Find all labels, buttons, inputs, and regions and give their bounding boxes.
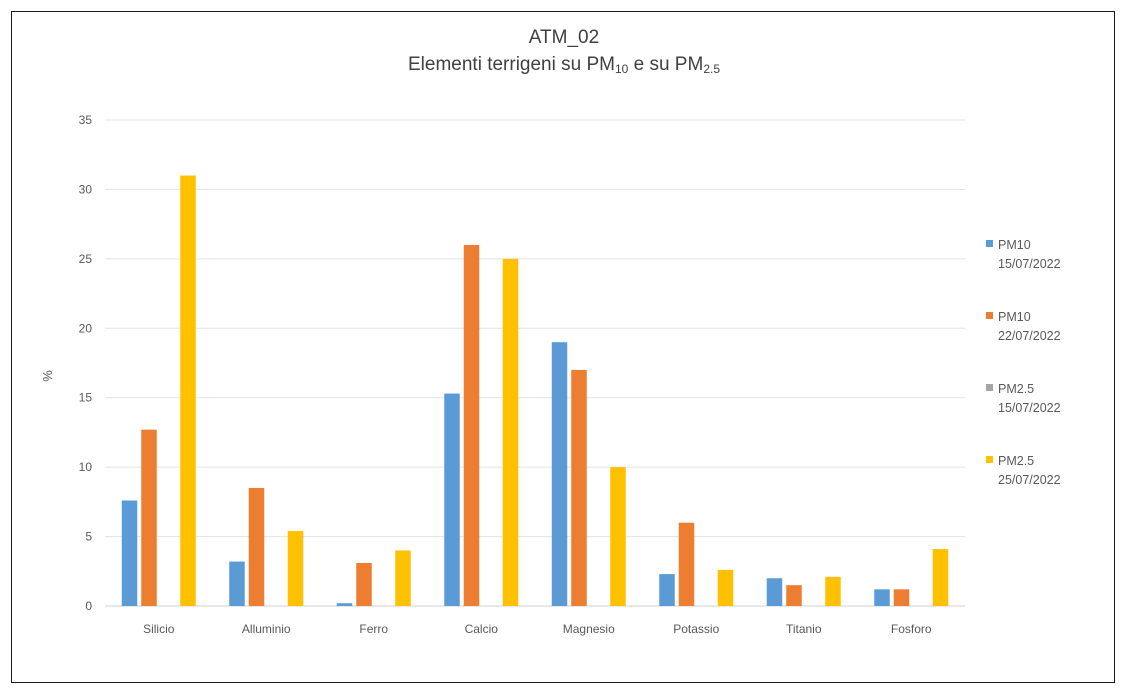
legend-item: PM10 15/07/2022: [986, 236, 1116, 308]
x-tick-label: Alluminio: [242, 622, 291, 636]
legend-item: PM2.5 15/07/2022: [986, 380, 1116, 452]
legend-swatch: [986, 384, 993, 391]
bar-calcio-series-1: [463, 244, 480, 606]
grid-lines: [105, 119, 965, 607]
x-tick-label: Silicio: [143, 622, 175, 636]
bar-ferro-series-0: [336, 603, 353, 606]
bars: [121, 175, 949, 607]
subtitle-middle: e su PM: [628, 54, 704, 75]
bar-alluminio-series-3: [287, 531, 304, 606]
y-tick-label: 35: [79, 113, 93, 127]
chart-title-block: ATM_02 Elementi terrigeni su PM10 e su P…: [0, 24, 1128, 78]
bar-magnesio-series-3: [610, 467, 626, 606]
legend-label: PM2.5 15/07/2022: [998, 382, 1061, 415]
bar-potassio-series-1: [678, 522, 695, 606]
bar-silicio-series-1: [141, 429, 157, 606]
y-tick-label: 0: [85, 599, 92, 613]
bar-magnesio-series-1: [571, 369, 587, 606]
y-tick-label: 30: [79, 182, 93, 196]
legend-item: PM10 22/07/2022: [986, 308, 1116, 380]
x-tick-label: Titanio: [786, 622, 822, 636]
y-tick-label: 20: [79, 321, 93, 335]
x-tick-label: Calcio: [465, 622, 499, 636]
legend-swatch: [986, 312, 993, 319]
bar-fosforo-series-0: [874, 589, 890, 606]
legend-label: PM10 15/07/2022: [998, 238, 1061, 271]
chart-subtitle: Elementi terrigeni su PM10 e su PM2.5: [0, 51, 1128, 78]
x-tick-label: Magnesio: [563, 622, 615, 636]
legend: PM10 15/07/2022 PM10 22/07/2022 PM2.5 15/0…: [986, 236, 1116, 524]
bar-titanio-series-1: [786, 585, 802, 606]
y-axis-label: %: [40, 370, 55, 382]
subtitle-sub2: 2.5: [703, 62, 720, 76]
x-tick-label: Potassio: [673, 622, 719, 636]
bar-fosforo-series-3: [932, 549, 949, 606]
bar-fosforo-series-1: [893, 589, 910, 606]
legend-label: PM2.5 25/07/2022: [998, 454, 1061, 487]
legend-swatch: [986, 456, 993, 463]
bar-alluminio-series-0: [229, 561, 245, 606]
bar-calcio-series-0: [444, 393, 460, 606]
x-tick-label: Ferro: [359, 622, 388, 636]
y-tick-label: 15: [79, 391, 93, 405]
y-tick-label: 25: [79, 252, 93, 266]
legend-label: PM10 22/07/2022: [998, 310, 1061, 343]
legend-item: PM2.5 25/07/2022: [986, 452, 1116, 524]
bar-potassio-series-0: [659, 574, 675, 606]
bar-silicio-series-0: [121, 500, 138, 606]
bar-titanio-series-3: [825, 576, 841, 606]
x-tick-label: Fosforo: [891, 622, 932, 636]
bar-alluminio-series-1: [248, 487, 265, 606]
axes: 0 5 10 15 20 25 30 35 Silicio Alluminio Ferro Calci…: [79, 113, 932, 636]
subtitle-sub1: 10: [614, 62, 629, 76]
bar-calcio-series-3: [502, 258, 519, 606]
chart-title: ATM_02: [528, 27, 600, 48]
y-tick-label: 10: [79, 460, 93, 474]
bar-potassio-series-3: [717, 569, 734, 606]
bar-silicio-series-3: [180, 175, 196, 607]
bar-titanio-series-0: [766, 578, 783, 606]
bar-magnesio-series-0: [551, 342, 568, 606]
y-tick-label: 5: [85, 530, 92, 544]
bar-ferro-series-1: [356, 562, 372, 606]
legend-swatch: [986, 240, 993, 247]
bar-ferro-series-3: [395, 550, 411, 606]
subtitle-prefix: Elementi terrigeni su PM: [408, 54, 615, 75]
